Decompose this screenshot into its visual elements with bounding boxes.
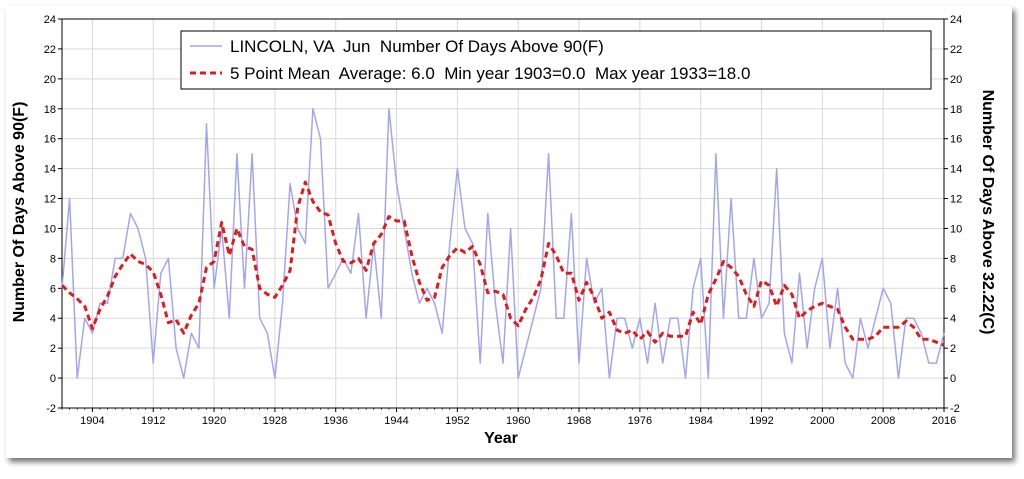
y-tick-label-right: 20 xyxy=(950,74,962,86)
x-axis-label: Year xyxy=(484,430,518,447)
y-tick-label-right: 22 xyxy=(950,44,962,56)
y-tick-label-right: 12 xyxy=(950,194,962,206)
y-axis-label-left: Number Of Days Above 90(F) xyxy=(11,102,28,323)
y-tick-label-left: -2 xyxy=(46,403,56,415)
y-tick-label-right: 6 xyxy=(950,283,956,295)
series-group xyxy=(60,108,945,379)
y-tick-label-right: 10 xyxy=(950,223,962,235)
legend-box xyxy=(180,30,932,90)
y-tick-label-left: 16 xyxy=(44,134,56,146)
y-tick-label-left: 4 xyxy=(50,313,56,325)
x-tick-label: 2008 xyxy=(871,415,895,427)
x-tick-label: 1960 xyxy=(506,415,530,427)
x-tick-label: 2000 xyxy=(810,415,834,427)
x-tick-label: 1904 xyxy=(80,415,104,427)
x-tick-label: 1944 xyxy=(384,415,408,427)
x-tick-label: 1976 xyxy=(628,415,652,427)
x-tick-label: 2016 xyxy=(932,415,956,427)
y-tick-label-right: -2 xyxy=(950,403,960,415)
legend: LINCOLN, VA Jun Number Of Days Above 90(… xyxy=(180,30,932,90)
legend-label-mean: 5 Point Mean Average: 6.0 Min year 1903=… xyxy=(230,64,750,83)
y-tick-label-right: 18 xyxy=(950,104,962,116)
x-tick-label: 1928 xyxy=(263,415,287,427)
y-tick-label-right: 8 xyxy=(950,253,956,265)
x-tick-label: 1992 xyxy=(749,415,773,427)
x-tick-label: 1984 xyxy=(688,415,712,427)
y-tick-label-left: 12 xyxy=(44,194,56,206)
y-tick-label-right: 4 xyxy=(950,313,956,325)
y-tick-label-right: 0 xyxy=(950,373,956,385)
series-line-5pt-mean xyxy=(60,180,945,347)
y-tick-label-left: 0 xyxy=(50,373,56,385)
y-tick-label-left: 6 xyxy=(50,283,56,295)
y-tick-label-left: 14 xyxy=(44,164,56,176)
y-tick-label-left: 20 xyxy=(44,74,56,86)
y-tick-label-right: 2 xyxy=(950,343,956,355)
series-line-raw xyxy=(61,108,945,379)
y-tick-label-right: 24 xyxy=(950,14,962,26)
x-tick-label: 1936 xyxy=(323,415,347,427)
x-tick-label: 1912 xyxy=(141,415,165,427)
x-tick-label: 1968 xyxy=(567,415,591,427)
y-tick-label-left: 24 xyxy=(44,14,56,26)
y-tick-label-right: 14 xyxy=(950,164,962,176)
x-tick-label: 1920 xyxy=(202,415,226,427)
y-tick-label-left: 18 xyxy=(44,104,56,116)
x-tick-label: 1952 xyxy=(445,415,469,427)
y-tick-label-left: 22 xyxy=(44,44,56,56)
y-tick-label-left: 10 xyxy=(44,223,56,235)
y-tick-label-left: 2 xyxy=(50,343,56,355)
y-tick-label-right: 16 xyxy=(950,134,962,146)
y-axis-label-right: Number Of Days Above 32.22(C) xyxy=(979,90,996,335)
y-tick-label-left: 8 xyxy=(50,253,56,265)
legend-label-raw: LINCOLN, VA Jun Number Of Days Above 90(… xyxy=(230,37,604,56)
